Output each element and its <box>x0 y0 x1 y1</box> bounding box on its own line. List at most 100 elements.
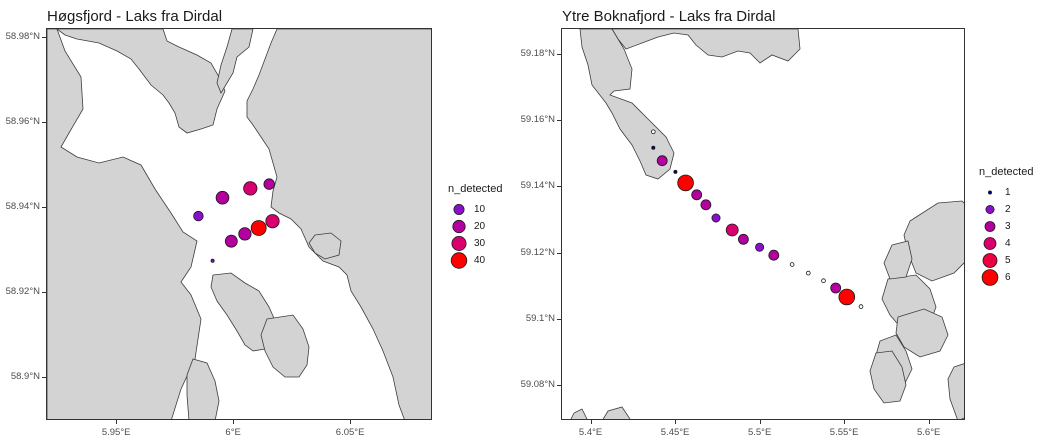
legend-key <box>448 201 470 218</box>
island-mid-2 <box>260 314 310 378</box>
legend-symbol-icon <box>985 205 995 214</box>
detection-point[interactable] <box>263 178 275 190</box>
legend-key <box>979 218 1001 235</box>
land-north-islet <box>216 29 254 94</box>
legend-symbol-icon <box>981 269 999 286</box>
land-south-left <box>602 406 631 419</box>
map-panel-boknafjord[interactable] <box>561 28 965 420</box>
island-east-small <box>308 232 342 260</box>
legend-entry: 5 <box>979 252 1033 269</box>
legend-circle <box>453 204 465 215</box>
detection-point[interactable] <box>691 189 703 201</box>
island-south-1 <box>869 350 907 404</box>
legend-symbol-icon <box>988 190 993 195</box>
detection-point[interactable] <box>193 210 204 222</box>
island-southeast-1 <box>895 308 949 358</box>
legend-entry: 3 <box>979 218 1033 235</box>
land-north <box>611 29 801 64</box>
legend-rows: 10 20 30 40 <box>448 201 502 269</box>
legend-entry: 40 <box>448 252 502 269</box>
x-tick-label: 6.05°E <box>335 427 365 438</box>
legend-key <box>979 235 1001 252</box>
y-tick-label: 58.94°N <box>5 200 40 212</box>
rocks-southwest <box>570 408 588 419</box>
detection-point[interactable] <box>656 155 668 167</box>
detection-point[interactable] <box>711 213 721 223</box>
map-panel-hogsfjord[interactable] <box>46 28 432 420</box>
detection-point[interactable] <box>677 174 694 192</box>
legend-label: 10 <box>474 204 486 215</box>
y-tick-mark <box>42 377 46 379</box>
legend-label: 30 <box>474 238 486 249</box>
detection-point[interactable] <box>215 190 230 205</box>
map-title-boknafjord: Ytre Boknafjord - Laks fra Dirdal <box>562 8 776 25</box>
detection-point[interactable] <box>725 223 739 237</box>
detection-point[interactable] <box>858 304 864 309</box>
y-tick-label: 58.92°N <box>5 286 40 298</box>
detection-point[interactable] <box>210 258 215 263</box>
legend-key <box>979 184 1001 201</box>
x-tick-label: 5.4°E <box>578 427 603 438</box>
y-tick-mark <box>42 36 46 38</box>
x-tick-mark <box>928 420 930 424</box>
legend-key <box>448 235 470 252</box>
detection-point[interactable] <box>250 220 267 236</box>
detection-point[interactable] <box>830 282 842 294</box>
y-tick-mark <box>557 186 561 188</box>
land-mainland <box>579 29 675 180</box>
legend-label: 20 <box>474 221 486 232</box>
legend-circle <box>983 237 997 250</box>
legend-key <box>979 252 1001 269</box>
y-tick-label: 59.18°N <box>520 47 555 59</box>
detection-point[interactable] <box>755 242 765 252</box>
legend-entry: 10 <box>448 201 502 218</box>
x-tick-label: 5.6°E <box>916 427 941 438</box>
y-tick-label: 59.08°N <box>520 379 555 391</box>
detection-point[interactable] <box>265 214 280 229</box>
x-tick-mark <box>233 420 235 424</box>
y-tick-mark <box>42 206 46 208</box>
detection-point[interactable] <box>651 145 656 150</box>
legend-entry: 4 <box>979 235 1033 252</box>
detection-point[interactable] <box>238 227 252 241</box>
island-southeast-3 <box>947 363 964 419</box>
legend-entry: 2 <box>979 201 1033 218</box>
detection-point[interactable] <box>737 233 749 245</box>
legend-label: 4 <box>1005 238 1011 249</box>
point-layer <box>651 129 864 309</box>
map-canvas-boknafjord <box>570 29 964 419</box>
legend-label: 1 <box>1005 187 1011 198</box>
x-tick-label: 5.55°E <box>829 427 859 438</box>
legend-label: 40 <box>474 255 486 266</box>
island-south-left <box>186 358 220 419</box>
x-tick-mark <box>350 420 352 424</box>
legend-symbol-icon <box>984 221 996 232</box>
legend-circle <box>988 190 993 195</box>
legend-label: 3 <box>1005 221 1011 232</box>
detection-point[interactable] <box>243 181 258 196</box>
x-tick-mark <box>759 420 761 424</box>
detection-point[interactable] <box>838 288 856 306</box>
y-tick-label: 58.98°N <box>5 30 40 42</box>
y-tick-mark <box>557 318 561 320</box>
y-tick-mark <box>557 53 561 55</box>
y-tick-mark <box>557 385 561 387</box>
legend-entry: 20 <box>448 218 502 235</box>
detection-point[interactable] <box>651 129 656 135</box>
y-tick-mark <box>42 121 46 123</box>
detection-point[interactable] <box>224 234 238 248</box>
x-tick-mark <box>675 420 677 424</box>
detection-point[interactable] <box>789 262 795 267</box>
detection-point[interactable] <box>821 278 826 284</box>
land-north-left <box>56 29 226 134</box>
legend-title: n_detected <box>448 183 503 195</box>
detection-point[interactable] <box>700 199 712 211</box>
detection-point[interactable] <box>806 270 811 276</box>
detection-point[interactable] <box>768 249 780 261</box>
island-east-1 <box>903 200 964 282</box>
legend-symbol-icon <box>982 253 998 268</box>
detection-point[interactable] <box>673 169 678 174</box>
legend-key <box>979 269 1001 286</box>
land-layer <box>570 29 964 419</box>
legend-symbol-icon <box>452 219 466 234</box>
